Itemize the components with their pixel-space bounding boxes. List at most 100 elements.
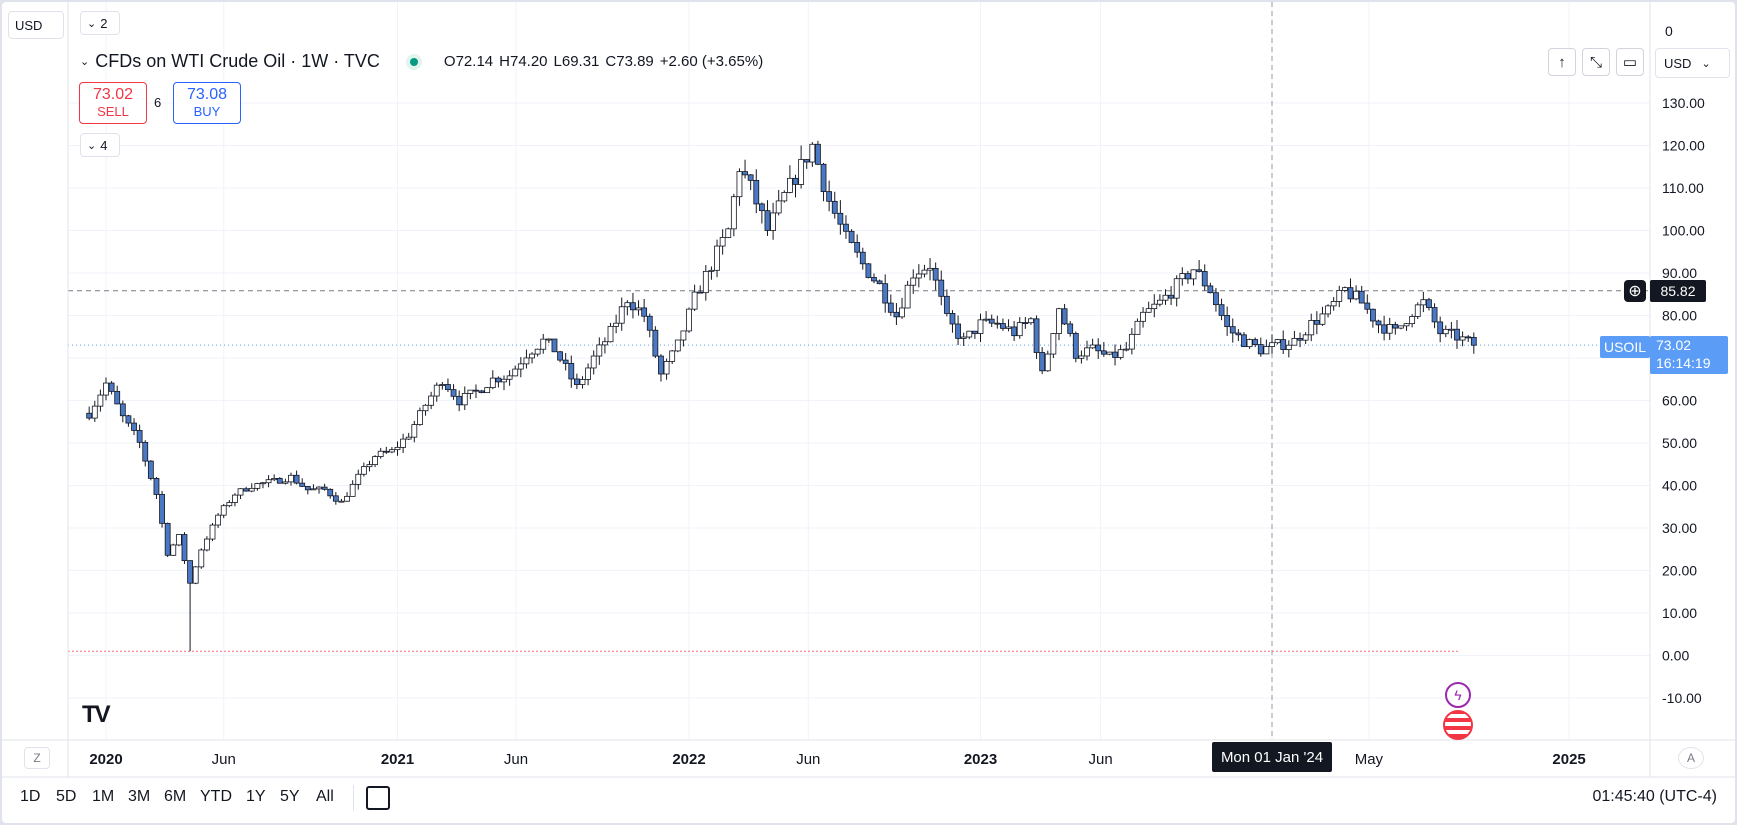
candle-body	[573, 378, 580, 385]
x-tick-label: Jun	[1089, 751, 1113, 768]
fullscreen-icon[interactable]: ▭	[1616, 48, 1644, 76]
candle-body	[770, 212, 776, 231]
candle-body	[1022, 322, 1029, 324]
y-tick-label: 20.00	[1662, 563, 1697, 579]
candle-body	[697, 291, 704, 294]
indicators-toggle[interactable]: ⌄ 4	[80, 133, 120, 157]
candle-body	[321, 486, 328, 490]
candle-body	[798, 159, 805, 185]
candle-body	[630, 302, 636, 311]
candle-body	[192, 566, 199, 584]
candle-body	[680, 330, 687, 341]
candle-body	[1426, 299, 1432, 308]
us-flag-icon[interactable]	[1443, 710, 1473, 740]
chevron-down-icon[interactable]: ⌄	[80, 56, 90, 68]
candle-body	[876, 280, 883, 285]
collapse-panes-button[interactable]: ⌄ 2	[80, 11, 120, 35]
candle-body	[702, 270, 709, 294]
candle-body	[1190, 269, 1197, 280]
y-tick-label: 50.00	[1662, 435, 1697, 451]
market-status-icon[interactable]	[405, 53, 422, 70]
candle-body	[422, 404, 429, 412]
candle-body	[1162, 294, 1169, 301]
candle-body	[921, 269, 928, 275]
timeframe-1y-button[interactable]: 1Y	[246, 788, 266, 805]
x-tick-label: Jun	[504, 751, 528, 768]
timeframe-3m-button[interactable]: 3M	[128, 788, 151, 805]
candle-body	[1347, 287, 1354, 300]
timeframe-ytd-button[interactable]: YTD	[200, 788, 232, 805]
price-scale-currency-select[interactable]: USD ⌄	[1655, 48, 1730, 78]
candle-body	[1072, 333, 1079, 359]
candle-body	[1044, 353, 1051, 372]
timeframe-1m-button[interactable]: 1M	[92, 788, 115, 805]
candle-body	[579, 379, 586, 385]
tradingview-logo[interactable]: TV	[82, 701, 111, 728]
timeframe-1d-button[interactable]: 1D	[20, 788, 41, 805]
candle-body	[904, 284, 911, 309]
candle-body	[1151, 303, 1158, 310]
candle-body	[893, 311, 900, 318]
candle-body	[439, 384, 446, 386]
auto-scale-button[interactable]: A	[1678, 747, 1704, 769]
candle-body	[1241, 334, 1247, 348]
candle-body	[383, 450, 390, 453]
buy-button[interactable]: 73.08 BUY	[173, 82, 241, 124]
zoom-button[interactable]: Z	[24, 747, 50, 769]
candle-body	[332, 495, 339, 502]
toolbar-divider	[353, 785, 354, 811]
candle-body	[708, 269, 715, 272]
candle-body	[456, 395, 463, 406]
sell-price: 73.02	[92, 86, 134, 103]
x-tick-label: 2020	[89, 751, 122, 768]
candle-body	[652, 329, 659, 357]
timezone-clock[interactable]: 01:45:40 (UTC-4)	[1592, 788, 1718, 805]
candle-body	[103, 382, 109, 396]
candle-body	[1414, 304, 1421, 317]
candle-body	[955, 323, 961, 339]
candle-body	[927, 267, 933, 271]
collapse-icon[interactable]: ⤡	[1582, 48, 1610, 76]
calendar-range-icon[interactable]	[366, 786, 390, 810]
candle-body	[1252, 339, 1259, 345]
candle-body	[1386, 324, 1393, 334]
candle-body	[658, 355, 664, 375]
candle-body	[1028, 318, 1034, 324]
candles	[86, 140, 1477, 652]
candle-body	[971, 330, 978, 334]
candle-body	[747, 174, 754, 181]
crosshair-date-label: Mon 01 Jan '24	[1212, 742, 1332, 772]
candle-body	[1325, 305, 1331, 315]
candle-body	[607, 325, 614, 343]
timeframe-5d-button[interactable]: 5D	[56, 788, 77, 805]
last-price-value: 73.02	[1656, 337, 1692, 353]
candle-body	[983, 318, 990, 321]
candle-body	[1123, 348, 1130, 351]
add-alert-icon[interactable]: ⊕	[1624, 280, 1646, 302]
candle-body	[742, 171, 748, 176]
candle-body	[355, 473, 362, 485]
bar-countdown: 16:14:19	[1656, 355, 1711, 371]
price-axis-ticks: 130.00120.00110.00100.0090.0080.0070.006…	[1662, 95, 1705, 706]
timeframe-all-button[interactable]: All	[316, 788, 334, 805]
x-tick-label: Jun	[796, 751, 820, 768]
candle-body	[108, 382, 115, 392]
candle-body	[450, 389, 457, 397]
y-tick-label: 10.00	[1662, 605, 1697, 621]
candle-body	[618, 306, 625, 324]
candle-body	[725, 228, 732, 238]
grid-lines	[68, 2, 1650, 740]
candle-body	[478, 390, 485, 394]
lightning-icon[interactable]: ϟ	[1445, 682, 1471, 708]
timeframe-6m-button[interactable]: 6M	[164, 788, 187, 805]
candle-body	[781, 192, 788, 202]
arrow-up-icon[interactable]: ↑	[1548, 48, 1576, 76]
timeframe-5y-button[interactable]: 5Y	[280, 788, 300, 805]
symbol-title[interactable]: CFDs on WTI Crude Oil · 1W · TVC	[95, 51, 380, 71]
sell-button[interactable]: 73.02 SELL	[79, 82, 147, 124]
candle-body	[1353, 290, 1359, 300]
indicators-count: 4	[100, 137, 108, 153]
y-tick-label: 30.00	[1662, 520, 1697, 536]
left-currency-select[interactable]: USD	[8, 11, 64, 39]
